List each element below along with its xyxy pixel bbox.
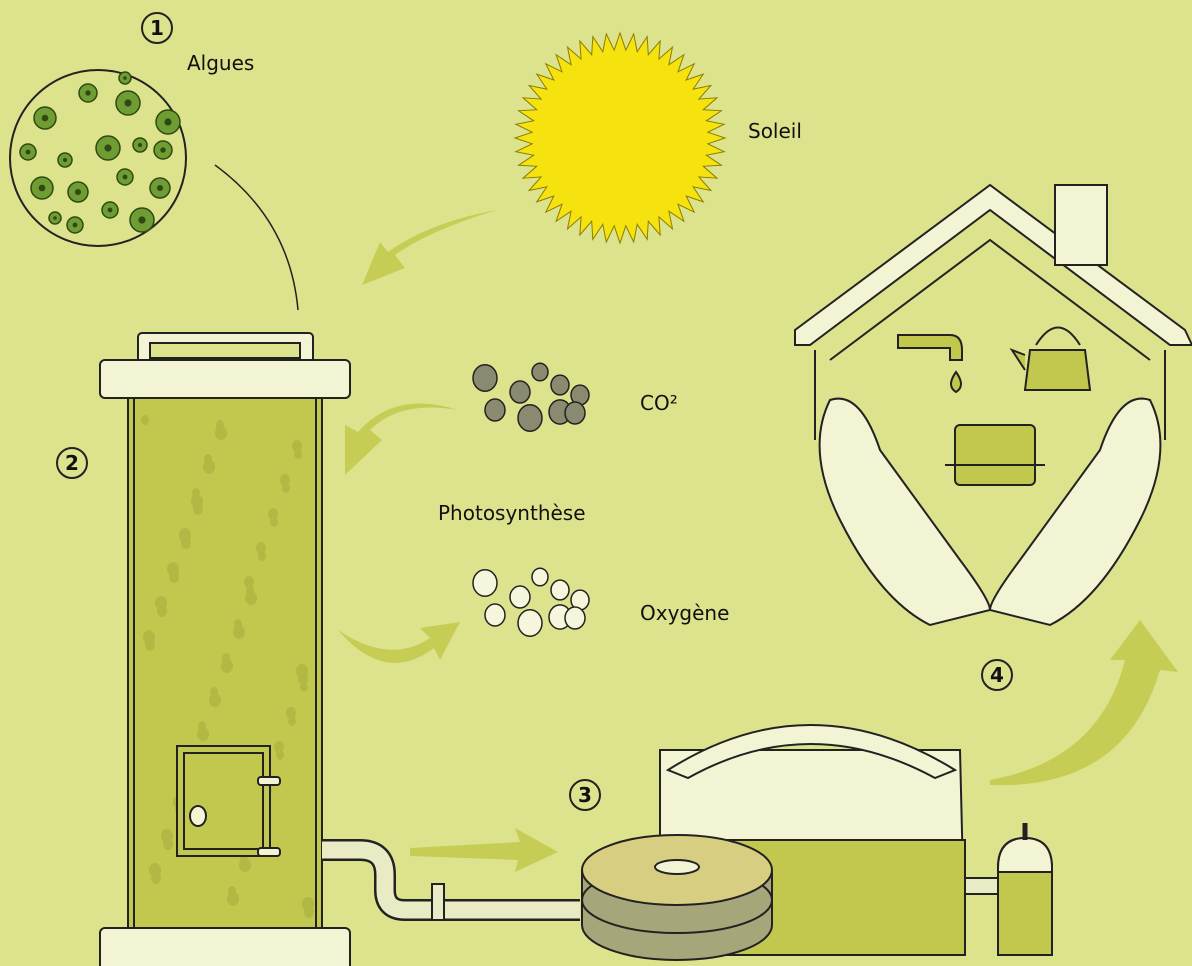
column-dot — [256, 542, 266, 554]
alga-center — [39, 185, 46, 192]
column-dot — [216, 420, 224, 430]
column-dot — [228, 886, 236, 896]
process-label: Photosynthèse — [438, 501, 586, 525]
alga-center — [123, 76, 127, 80]
step-number: 1 — [150, 16, 164, 40]
column-dot — [302, 897, 314, 911]
door-knob — [190, 806, 206, 826]
sun — [515, 33, 725, 243]
bubble — [473, 365, 497, 391]
alga-center — [42, 115, 49, 122]
bubble — [565, 607, 585, 629]
hinge — [258, 777, 280, 785]
alga-center — [63, 158, 67, 162]
alga-center — [104, 144, 111, 151]
bubble — [473, 570, 497, 596]
radiator — [955, 425, 1035, 485]
alga-center — [53, 216, 57, 220]
pipe — [965, 878, 1000, 894]
alga-center — [138, 216, 145, 223]
step-number: 4 — [990, 663, 1004, 687]
alga-center — [157, 185, 163, 191]
column-dot — [155, 596, 167, 610]
column-dot — [296, 664, 308, 678]
bubble — [485, 399, 505, 421]
sun-label: Soleil — [748, 119, 802, 143]
column-dot — [244, 576, 254, 588]
column-dot — [161, 829, 173, 843]
bubble — [532, 568, 548, 586]
column-handle-gap — [150, 343, 300, 358]
column-dot — [286, 707, 296, 719]
column-dot — [268, 508, 278, 520]
bubble — [510, 381, 530, 403]
alga-center — [124, 99, 131, 106]
column-dot — [198, 721, 206, 731]
oxygen-label: Oxygène — [640, 601, 729, 625]
alga-center — [164, 118, 171, 125]
column-dot — [167, 562, 179, 576]
co2-label: CO² — [640, 391, 678, 415]
alga-center — [73, 223, 78, 228]
alga-center — [160, 147, 165, 152]
alga-center — [85, 90, 90, 95]
chimney — [1055, 185, 1107, 265]
bubble — [551, 580, 569, 600]
alga-center — [108, 208, 113, 213]
bubble — [510, 586, 530, 608]
algae-label: Algues — [187, 51, 254, 75]
column-dot — [192, 488, 200, 498]
bubble — [485, 604, 505, 626]
column-dot — [234, 619, 242, 629]
column-dot — [204, 454, 212, 464]
bubble — [518, 610, 542, 636]
diagram: 1 2 3 4 Algues Soleil CO² Photosynthèse … — [0, 0, 1192, 966]
column-dot — [143, 630, 155, 644]
gas-tank-top — [998, 838, 1052, 872]
step-number: 2 — [65, 451, 79, 475]
column-dot — [274, 741, 284, 753]
column-dot — [210, 687, 218, 697]
alga-center — [138, 143, 142, 147]
bubble — [565, 402, 585, 424]
column-dot — [149, 863, 161, 877]
pipe-flange — [432, 884, 444, 920]
column-dot — [179, 528, 191, 542]
bubble — [551, 375, 569, 395]
column-dot — [222, 653, 230, 663]
digester-hatch — [655, 860, 699, 874]
bubble — [532, 363, 548, 381]
step-number: 3 — [578, 783, 592, 807]
column-dot — [292, 440, 302, 452]
column-dot — [141, 415, 149, 425]
door — [177, 746, 270, 856]
hinge — [258, 848, 280, 856]
column-cap — [100, 360, 350, 398]
alga-center — [123, 175, 128, 180]
alga-center — [75, 189, 81, 195]
bubble — [518, 405, 542, 431]
column-base — [100, 928, 350, 966]
column-dot — [280, 474, 290, 486]
alga-center — [26, 150, 31, 155]
